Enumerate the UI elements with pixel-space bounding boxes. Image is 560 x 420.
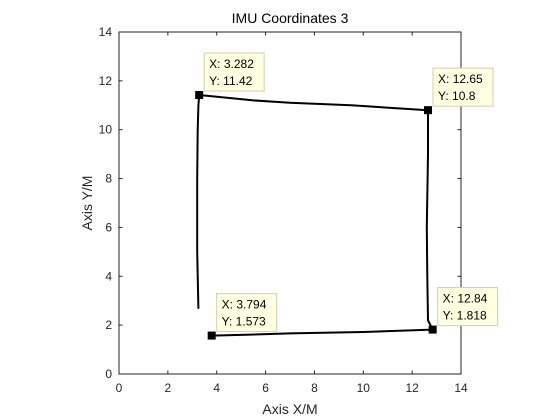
datatip-y-value: Y: 11.42	[209, 74, 252, 88]
x-tick-label: 0	[116, 381, 123, 395]
datatip-marker	[424, 106, 433, 115]
datatip-y-value: Y: 10.8	[438, 89, 476, 103]
chart-title: IMU Coordinates 3	[232, 10, 349, 26]
datatip-x-value: X: 3.282	[209, 57, 254, 71]
x-tick-label: 8	[311, 381, 318, 395]
y-tick-label: 12	[99, 74, 113, 88]
x-tick-label: 4	[213, 381, 220, 395]
datatip-y-value: Y: 1.818	[443, 309, 487, 323]
y-tick-label: 2	[105, 318, 112, 332]
datatip-marker	[207, 331, 216, 340]
datatips-layer: X: 3.282 Y: 11.42 X: 12.65 Y: 10.8 X: 3.794 Y…	[195, 52, 499, 340]
x-tick-label: 12	[405, 381, 419, 395]
x-tick-label: 10	[357, 381, 371, 395]
datatip-box	[203, 52, 265, 92]
datatip-box	[437, 287, 499, 327]
y-tick-label: 4	[105, 269, 112, 283]
datatip-marker	[195, 91, 204, 100]
x-tick-label: 14	[454, 381, 468, 395]
datatip-marker	[428, 325, 437, 334]
datatip-y-value: Y: 1.573	[222, 315, 266, 329]
y-tick-label: 10	[99, 123, 113, 137]
plot-area	[118, 31, 462, 375]
y-tick-label: 6	[105, 220, 112, 234]
datatip-x-value: X: 3.794	[222, 298, 267, 312]
datatip-x-value: X: 12.65	[438, 72, 483, 86]
x-tick-label: 2	[165, 381, 172, 395]
datatip-box	[216, 293, 278, 333]
y-tick-label: 8	[105, 172, 112, 186]
x-tick-label: 6	[262, 381, 269, 395]
datatip-box	[432, 67, 494, 107]
datatip-x-value: X: 12.84	[443, 292, 488, 306]
axis-ticks: 0 2 4 6 8 10 12 14 0 2 4 6 8 10 12 14	[99, 25, 468, 395]
y-axis-title: Axis Y/M	[79, 176, 95, 231]
x-axis-title: Axis X/M	[262, 401, 317, 417]
y-tick-label: 14	[99, 25, 113, 39]
y-tick-label: 0	[105, 367, 112, 381]
